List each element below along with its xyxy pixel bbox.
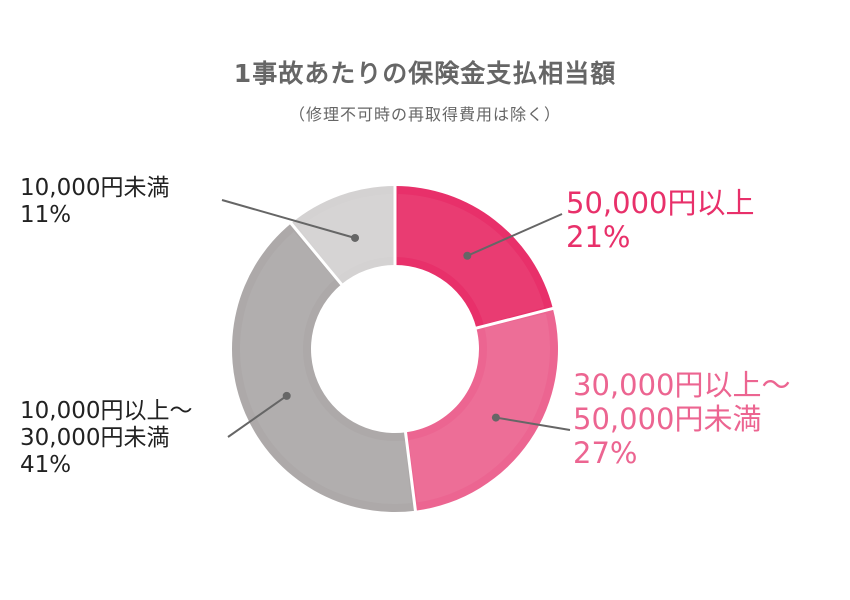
slice-label-percent: 21% [566,220,631,255]
slice-label-percent: 27% [573,436,638,471]
slice-label-line: 50,000円以上 [566,186,755,220]
slice-label-under-10000: 10,000円未満 11% [20,175,169,229]
chart-subtitle: （修理不可時の再取得費用は除く） [288,105,561,124]
slice-label-50000-plus: 50,000円以上 21% [566,186,754,254]
leader-dot [282,391,291,400]
leader-line [227,395,288,438]
leader-line [221,199,356,239]
slice-label-10000-30000: 10,000円以上～ 30,000円未満 41% [20,398,192,479]
chart-title: 1事故あたりの保険金支払相当額 [233,59,617,88]
leader-dot [351,233,360,242]
slice-label-line: 30,000円未満 [20,425,170,452]
donut-slice-highlight [239,231,412,504]
donut-slice-highlight [408,313,550,503]
donut-slice-highlight [396,194,545,325]
leader-lines [221,199,571,438]
leader-dot [491,413,500,422]
slice-label-line: 30,000円以上～ [573,368,791,402]
slice-label-line: 50,000円未満 [573,402,762,437]
leader-dot [463,251,472,260]
slice-separator [475,306,555,330]
donut-slices [231,185,558,512]
donut-slice [405,308,558,511]
slice-separator [289,221,344,287]
slice-label-line: 10,000円以上～ [20,398,193,424]
slice-label-percent: 41% [20,452,72,479]
leader-line [495,416,571,431]
donut-slice [395,186,553,329]
slice-label-line: 10,000円未満 [20,175,170,201]
slice-separator [403,431,418,512]
slice-label-30000-50000: 30,000円以上～ 50,000円未満 27% [573,368,790,471]
slice-label-percent: 11% [20,202,72,229]
leader-line [466,213,563,257]
donut-slice [231,223,416,512]
